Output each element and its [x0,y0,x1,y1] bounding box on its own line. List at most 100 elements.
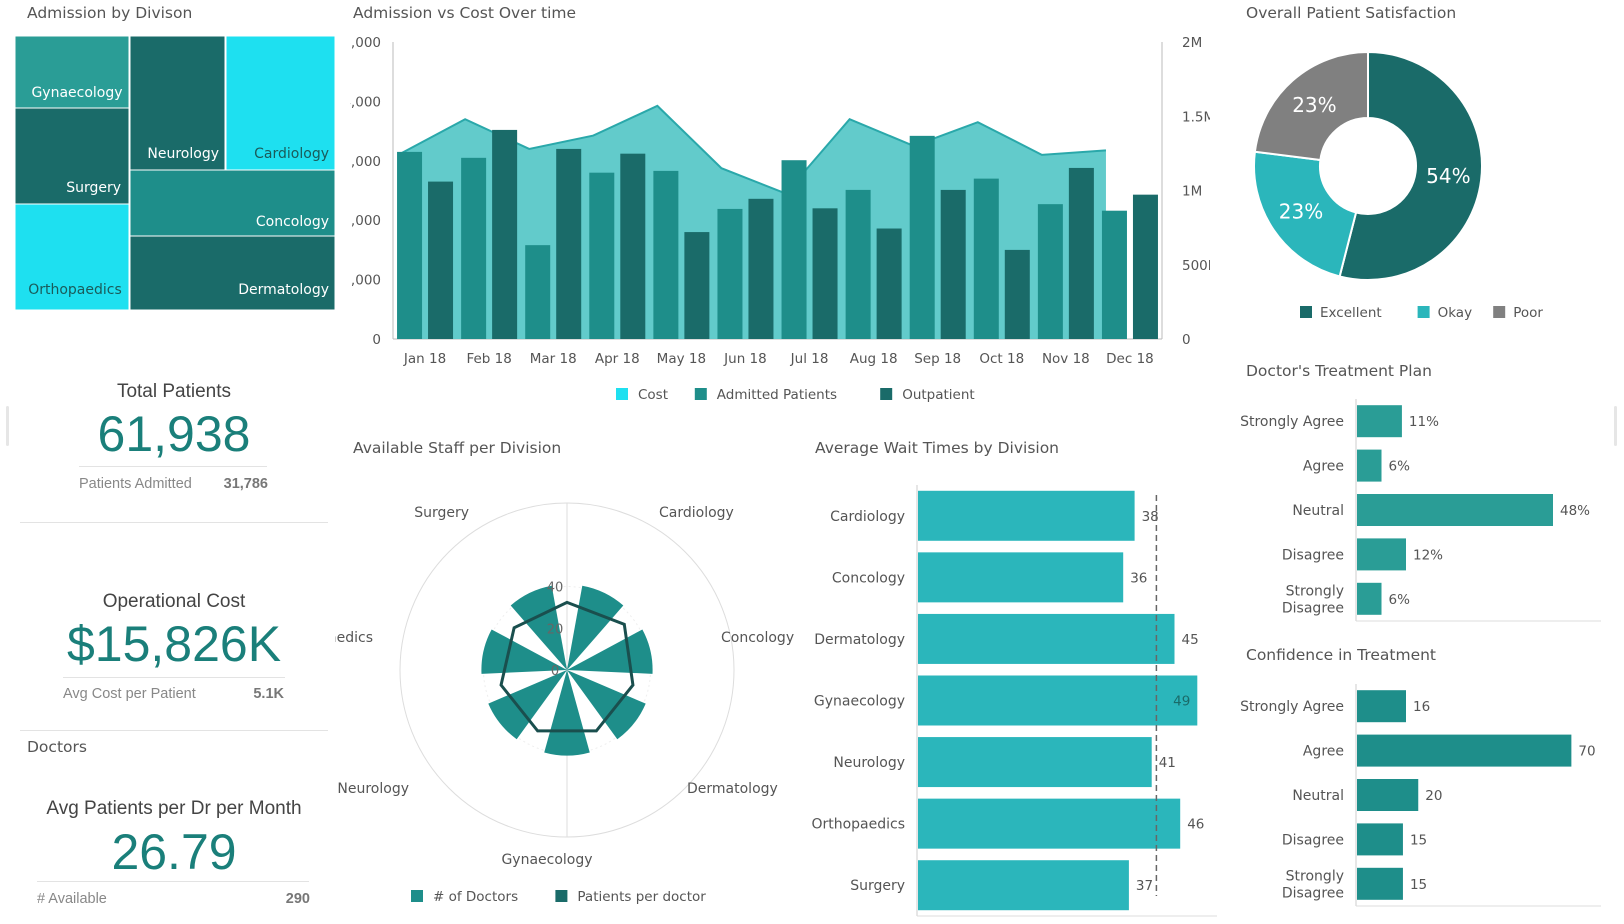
value-label: 70 [1578,744,1595,760]
treemap-tile [15,107,130,205]
polar-wedge [544,670,590,756]
value-label: 16 [1413,699,1430,715]
polar-axis-label: paedics [335,630,373,646]
category-label: Strongly Agree [1240,414,1344,430]
x-tick-label: Mar 18 [530,351,577,367]
y2-tick-label: 0 [1182,332,1191,348]
bar [492,129,518,339]
value-label: 48% [1560,503,1590,519]
legend-label: # of Doctors [433,889,518,905]
polar-wedge [481,629,567,674]
bar [918,613,1175,664]
donut-slice [1253,50,1369,162]
category-label: Surgery [850,878,905,894]
confidence-chart: Strongly Agree 16 Agree 70 Neutral 20 Disagree… [1240,684,1601,907]
legend-swatch [694,388,707,400]
legend-label: Outpatient [902,387,975,403]
x-tick-label: Aug 18 [850,351,898,367]
avg-patients-title: Avg Patients per Dr per Month [46,798,302,819]
category-label: Orthopaedics [811,817,905,833]
legend-label: Cost [638,387,668,403]
operational-cost-value: $15,826K [66,616,282,672]
donut-title: Overall Patient Satisfaction [1246,4,1457,22]
x-tick-label: Nov 18 [1042,351,1090,367]
bar [1357,405,1402,438]
wait-times-chart: Cardiology 38 Concology 36 Dermatology 45 Gyna… [811,485,1217,917]
treemap-label: Dermatology [238,282,329,298]
bar [918,798,1181,849]
polar-axis-label: Gynaecology [501,852,592,868]
treemap-label: Gynaecology [31,85,122,101]
y-tick-label: 2,000 [350,213,381,229]
section-divider [20,730,328,731]
operational-cost-title: Operational Cost [102,591,246,612]
total-patients-value: 61,938 [97,406,251,462]
value-label: 46 [1187,817,1204,833]
x-tick-label: Jul 18 [790,351,829,367]
treemap-label: Surgery [66,180,121,196]
x-tick-label: May 18 [657,351,706,367]
bar [1357,538,1406,571]
left-scroll-handle[interactable] [6,406,9,446]
bar [1357,734,1572,767]
bar [1357,823,1403,856]
patients-admitted-label: Patients Admitted [79,476,192,492]
bar [525,245,551,339]
y-tick-label: 0 [372,332,381,348]
r-tick-label: 0 [551,664,559,679]
polar-axis-label: Surgery [414,505,469,521]
confidence-title: Confidence in Treatment [1246,646,1437,664]
treemap-tile [129,169,335,237]
bar [940,189,966,339]
treemap-title: Admission by Divison [27,4,193,22]
bar [845,189,871,339]
donut-label: 23% [1292,93,1336,117]
category-label: Strongly [1286,868,1344,884]
section-divider [20,522,328,523]
bar [717,208,743,339]
bar [1357,690,1406,723]
bar [918,490,1135,541]
treemap-tile [129,235,335,310]
legend-label: Admitted Patients [717,387,837,403]
category-label: Disagree [1282,885,1344,901]
bar [918,552,1124,603]
category-label: Agree [1303,744,1344,760]
value-label: 49 [1173,694,1190,710]
category-label: Disagree [1282,600,1344,616]
value-label: 15 [1410,832,1427,848]
bar [812,208,838,339]
bar [1357,867,1403,900]
category-label: Strongly Agree [1240,699,1344,715]
donut-slice [1253,150,1358,278]
polar-axis-label: Neurology [337,781,409,797]
value-label: 15 [1410,877,1427,893]
y-tick-label: 1,000 [350,273,381,289]
polar-axis-label: Concology [721,630,794,646]
bar [461,157,487,339]
doctors-available-value: 290 [285,891,310,907]
staff-polar-chart: 40 20 0 Cardiology Concology Dermatology Gynae… [335,502,794,905]
radar-title: Available Staff per Division [353,439,562,457]
value-label: 12% [1413,547,1443,563]
donut-slice [1338,50,1483,281]
right-scroll-handle[interactable] [1614,406,1617,446]
doctors-available-label: # Available [37,891,107,907]
x-tick-label: Apr 18 [595,351,640,367]
bar [918,860,1129,911]
admission-cost-chart: 0 1,000 2,000 3,000 4,000 5,000 0 500K 1M 1.5M 2M J… [350,35,1210,403]
donut-label: 23% [1279,200,1323,224]
treemap-tile [129,36,226,171]
y-tick-label: 5,000 [350,35,381,51]
treemap-tile [15,203,130,310]
bar [397,151,423,339]
avg-cost-label: Avg Cost per Patient [63,686,196,702]
value-label: 11% [1409,414,1439,430]
bar [1357,582,1382,615]
legend-swatch [880,388,893,400]
category-label: Disagree [1282,832,1344,848]
r-tick-label: 20 [547,622,564,637]
value-label: 6% [1389,459,1411,475]
legend-label: Patients per doctor [577,889,706,905]
polar-wedge [510,585,567,670]
